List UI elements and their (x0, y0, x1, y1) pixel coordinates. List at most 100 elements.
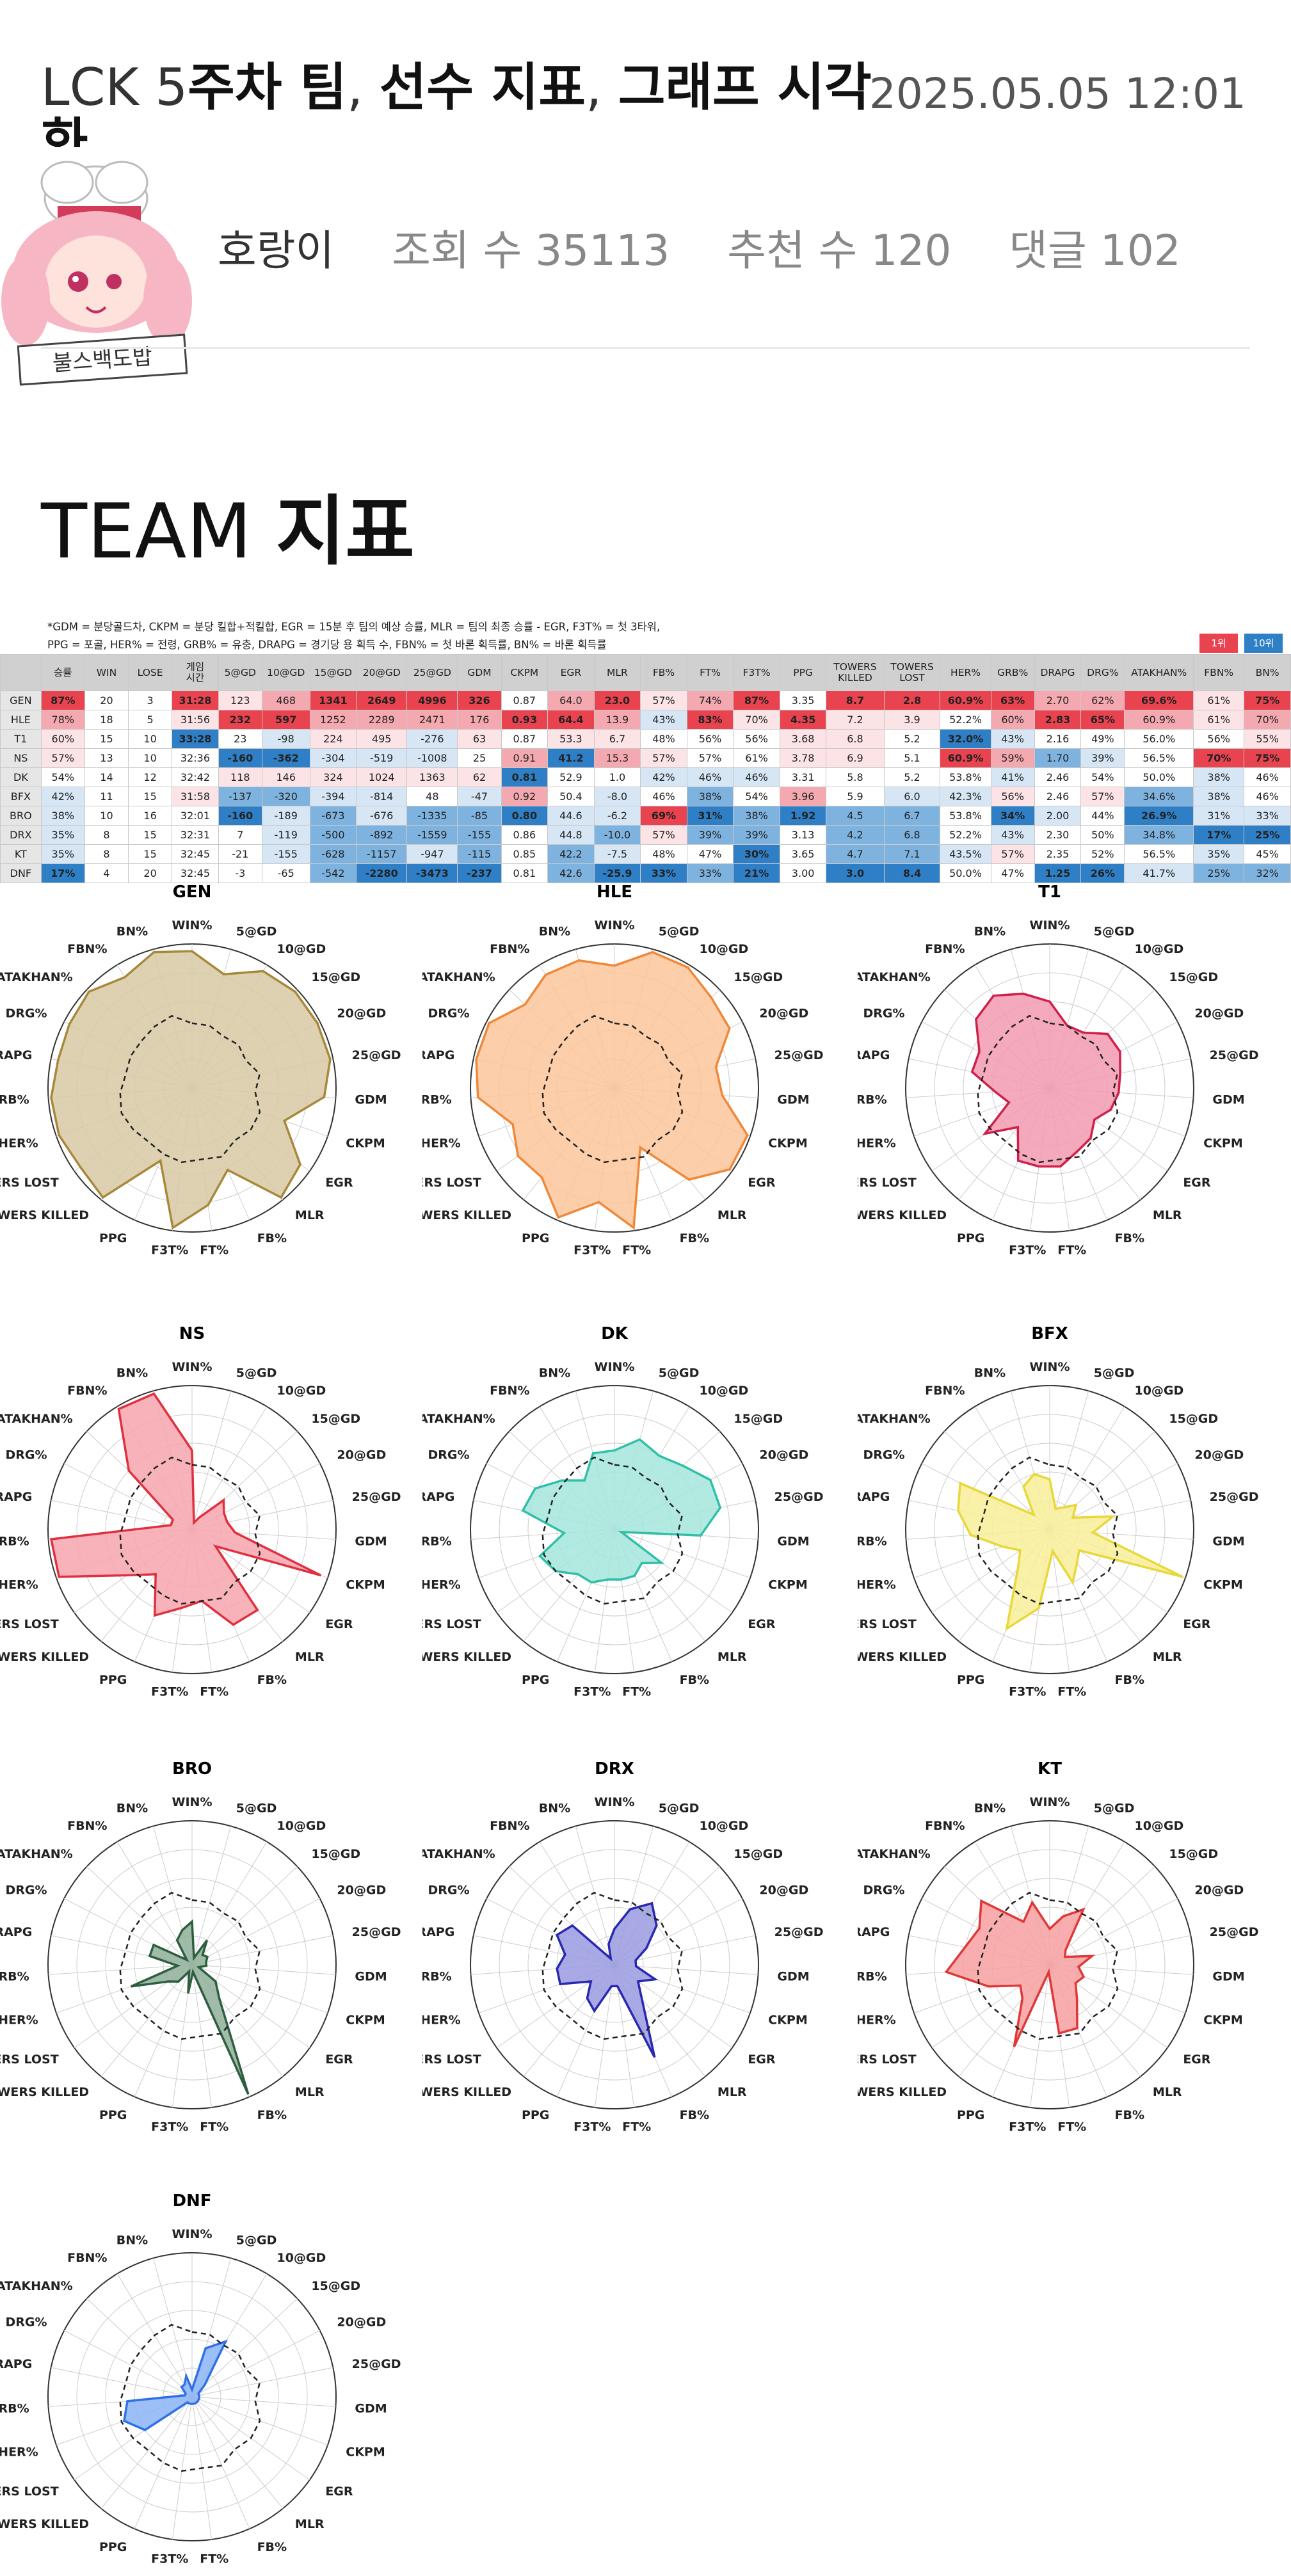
axis-label: FB% (257, 1673, 287, 1687)
stat-cell: 34.6% (1124, 787, 1194, 806)
axis-label: ATAKHAN% (0, 1847, 73, 1861)
grid-spoke (1029, 1964, 1050, 2108)
author-avatar[interactable]: 불스백도밥 (0, 154, 211, 397)
stat-cell: 34.8% (1124, 825, 1194, 845)
stat-cell: 33:28 (172, 729, 219, 749)
axis-label: 20@GD (337, 1448, 386, 1462)
axis-label: 15@GD (734, 1847, 783, 1861)
stat-cell: 32:45 (172, 863, 219, 883)
league-average-series (977, 1014, 1119, 1164)
stat-cell: 31:58 (172, 787, 219, 806)
axis-label: CKPM (346, 1136, 385, 1150)
stat-cell: 2471 (406, 710, 458, 730)
grid-spoke (191, 1391, 232, 1530)
axis-label: 10@GD (1134, 1384, 1183, 1398)
stat-cell: 64.0 (547, 691, 595, 710)
team-name-cell: KT (0, 844, 42, 864)
stat-cell: 53.8% (940, 806, 991, 826)
axis-label: WIN% (172, 1795, 212, 1809)
radar-chart-drx: WIN% 5@GD 10@GD 15@GD 20@GD 25@GD GDM CKPM EGR ML… (422, 1760, 823, 2134)
axis-label: BN% (539, 1366, 570, 1380)
axis-label: FT% (622, 1244, 651, 1258)
grid-spoke (191, 1826, 232, 1965)
column-header: CKPM (501, 654, 549, 691)
stat-cell: -8.0 (593, 787, 641, 806)
axis-label: 5@GD (236, 1801, 277, 1815)
table-row: DK 54% 14 12 32:42 118 146 324 1024 1363 62 0.81 52.… (0, 767, 1291, 787)
axis-label: TOWERS KILLED (858, 2085, 947, 2099)
axis-label: TOWERS KILLED (0, 2517, 89, 2531)
axis-label: FBN% (925, 1819, 965, 1833)
axis-label: HER% (422, 1136, 461, 1150)
stat-cell: 18 (84, 710, 129, 730)
column-header: 게임 시간 (172, 654, 219, 691)
axis-label: FBN% (67, 1819, 107, 1833)
table-row: BFX 42% 11 15 31:58 -137 -320 -394 -814 48 -47 0.92… (0, 787, 1291, 806)
axis-label: GDM (1212, 1534, 1244, 1548)
axis-label: GRB% (858, 1092, 887, 1107)
grid-spoke (575, 1826, 615, 1965)
recommend-count: 추천 수 120 (727, 226, 952, 275)
stat-cell: 41.2 (547, 748, 595, 768)
stat-cell: 3.96 (779, 787, 827, 806)
stat-cell: 69.6% (1124, 691, 1194, 710)
grid-spoke (191, 1935, 333, 1965)
stat-cell: -947 (406, 844, 458, 864)
stat-cell: 39% (733, 825, 780, 845)
stat-cell: 17% (40, 863, 85, 883)
axis-label: 5@GD (659, 1801, 700, 1815)
axis-label: F3T% (1009, 1685, 1046, 1699)
column-header: GDM (457, 654, 502, 691)
axis-label: PPG (522, 2108, 549, 2122)
stat-cell: 56.5% (1124, 748, 1194, 768)
stat-cell: -115 (457, 844, 502, 864)
stat-cell: 3.00 (779, 863, 827, 883)
stat-cell: 46% (1244, 767, 1291, 787)
stat-cell: -189 (261, 806, 310, 826)
stat-cell: 31% (1193, 806, 1245, 826)
axis-label: 10@GD (277, 2251, 326, 2265)
axis-label: 20@GD (759, 1884, 808, 1898)
axis-label: EGR (1183, 1617, 1211, 1631)
stat-cell: 60.9% (940, 748, 991, 768)
comment-count[interactable]: 댓글 102 (1009, 226, 1181, 275)
axis-label: BN% (116, 2233, 148, 2247)
stat-cell: 50.0% (940, 863, 991, 883)
column-header: MLR (593, 654, 641, 691)
axis-label: 20@GD (1194, 1448, 1244, 1462)
column-header: 10@GD (261, 654, 310, 691)
axis-label: 25@GD (774, 1490, 824, 1504)
stat-cell: 12 (128, 767, 173, 787)
author-name[interactable]: 호랑이 (218, 226, 335, 275)
stat-cell: 13 (84, 748, 129, 768)
table-header-row: 승률 WIN LOSE 게임 시간 5@GD 10@GD 15@GD 20@GD 25@GD GD… (0, 654, 1291, 691)
stat-cell: -10.0 (593, 825, 641, 845)
stat-cell: 123 (218, 691, 262, 710)
stat-cell: 7 (218, 825, 262, 845)
axis-label: WIN% (1030, 1795, 1070, 1809)
axis-label: HER% (0, 1136, 38, 1150)
post-title-continued: 화 (41, 116, 88, 147)
stat-cell: -119 (261, 825, 310, 845)
axis-label: DRG% (6, 1884, 47, 1898)
column-header: FB% (640, 654, 687, 691)
stat-cell: -362 (261, 748, 310, 768)
stat-cell: 5.9 (826, 787, 885, 806)
axis-label: 10@GD (699, 1819, 748, 1833)
column-header: ATAKHAN% (1124, 654, 1194, 691)
axis-label: BN% (116, 924, 148, 938)
stat-cell: -276 (406, 729, 458, 749)
stat-cell: 60% (990, 710, 1035, 730)
axis-label: MLR (1153, 1650, 1182, 1664)
stat-cell: 10 (128, 748, 173, 768)
stat-cell: 48% (640, 729, 687, 749)
stat-cell: 0.86 (501, 825, 549, 845)
column-header: TOWERS LOST (883, 654, 941, 691)
league-average-series (119, 1891, 261, 2040)
stat-cell: 46% (686, 767, 734, 787)
stat-cell: 39% (686, 825, 734, 845)
axis-label: F3T% (1009, 1244, 1046, 1258)
stat-cell: 54% (40, 767, 85, 787)
